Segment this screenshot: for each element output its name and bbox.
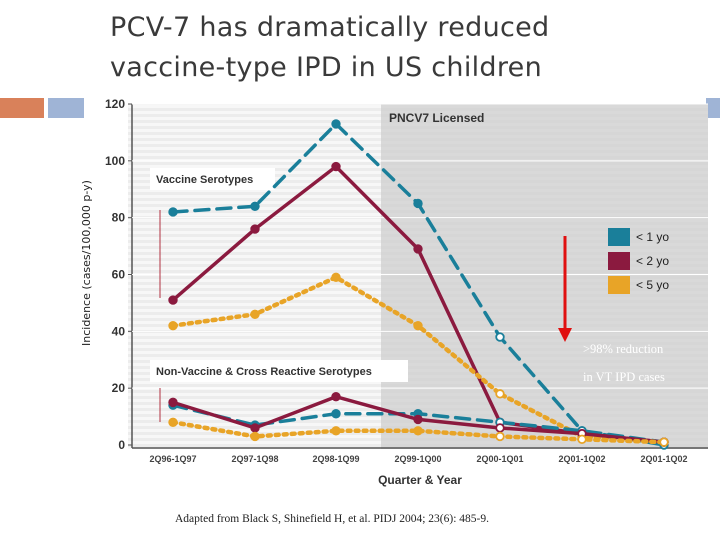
data-point	[413, 244, 423, 254]
section-label-box-vaccine	[150, 168, 275, 190]
data-point	[331, 409, 341, 419]
reduction-note-line1: >98% reduction	[583, 342, 664, 356]
data-point	[168, 320, 178, 331]
data-point	[495, 389, 505, 399]
data-point	[495, 332, 505, 342]
legend-swatch	[608, 276, 630, 294]
data-point	[331, 426, 341, 436]
title-accent-bar	[0, 98, 44, 118]
data-point	[495, 423, 505, 433]
x-tick-label: 2Q00-1Q01	[476, 454, 523, 464]
reduction-arrow-head	[558, 328, 572, 342]
data-point	[413, 320, 423, 331]
x-tick-label: 2Q97-1Q98	[231, 454, 278, 464]
data-point	[250, 423, 260, 433]
data-point	[250, 224, 260, 234]
title-accent-bar-secondary	[48, 98, 84, 118]
data-point	[250, 309, 260, 319]
y-tick-label: 60	[112, 268, 126, 282]
data-point	[168, 417, 178, 427]
y-axis-label: Incidence (cases/100,000 p-y)	[80, 180, 93, 346]
section-label-nonvaccine: Non-Vaccine & Cross Reactive Serotypes	[156, 366, 372, 378]
data-point	[331, 119, 341, 129]
legend-label: < 5 yo	[636, 278, 669, 292]
reduction-note-line2: in VT IPD cases	[583, 370, 665, 384]
y-tick-label: 0	[118, 438, 125, 452]
x-tick-label: 2Q01-1Q02	[640, 454, 687, 464]
licensed-period-label: PNCV7 Licensed	[389, 111, 484, 125]
legend-swatch	[608, 228, 630, 246]
section-label-box-nonvaccine	[150, 360, 408, 382]
legend-swatch	[608, 252, 630, 270]
y-tick-label: 20	[112, 381, 126, 395]
legend: < 1 yo < 2 yo < 5 yo	[608, 228, 669, 294]
y-tick-label: 80	[112, 211, 126, 225]
data-point	[168, 207, 178, 217]
legend-label: < 1 yo	[636, 230, 669, 244]
x-tick-label: 2Q96-1Q97	[149, 454, 196, 464]
data-point	[413, 198, 423, 209]
y-tick-label: 100	[105, 154, 125, 168]
data-point	[331, 391, 341, 402]
data-point	[250, 431, 260, 442]
source-caption: Adapted from Black S, Shinefield H, et a…	[175, 513, 489, 525]
slide-title: PCV-7 has dramatically reduced vaccine-t…	[110, 12, 550, 83]
y-tick-label: 120	[105, 97, 125, 111]
x-axis-label: Quarter & Year	[378, 473, 462, 487]
data-point	[413, 414, 423, 425]
data-point	[168, 397, 178, 408]
data-point	[331, 161, 341, 172]
incidence-line-chart: PNCV7 Licensed Incidence (cases/100,000 …	[80, 97, 708, 487]
x-tick-label: 2Q01-1Q02	[558, 454, 605, 464]
legend-label: < 2 yo	[636, 254, 669, 268]
data-point	[577, 434, 587, 445]
y-tick-label: 40	[112, 324, 126, 338]
x-tick-label: 2Q98-1Q99	[312, 454, 359, 464]
data-point	[659, 437, 669, 447]
data-point	[413, 426, 423, 436]
x-tick-label: 2Q99-1Q00	[394, 454, 441, 464]
data-point	[168, 295, 178, 305]
licensed-period-shading	[381, 104, 708, 449]
data-point	[495, 431, 505, 442]
section-label-vaccine: Vaccine Serotypes	[156, 174, 253, 186]
title-accent-bar-right	[706, 98, 720, 118]
data-point	[250, 201, 260, 211]
data-point	[331, 272, 341, 283]
